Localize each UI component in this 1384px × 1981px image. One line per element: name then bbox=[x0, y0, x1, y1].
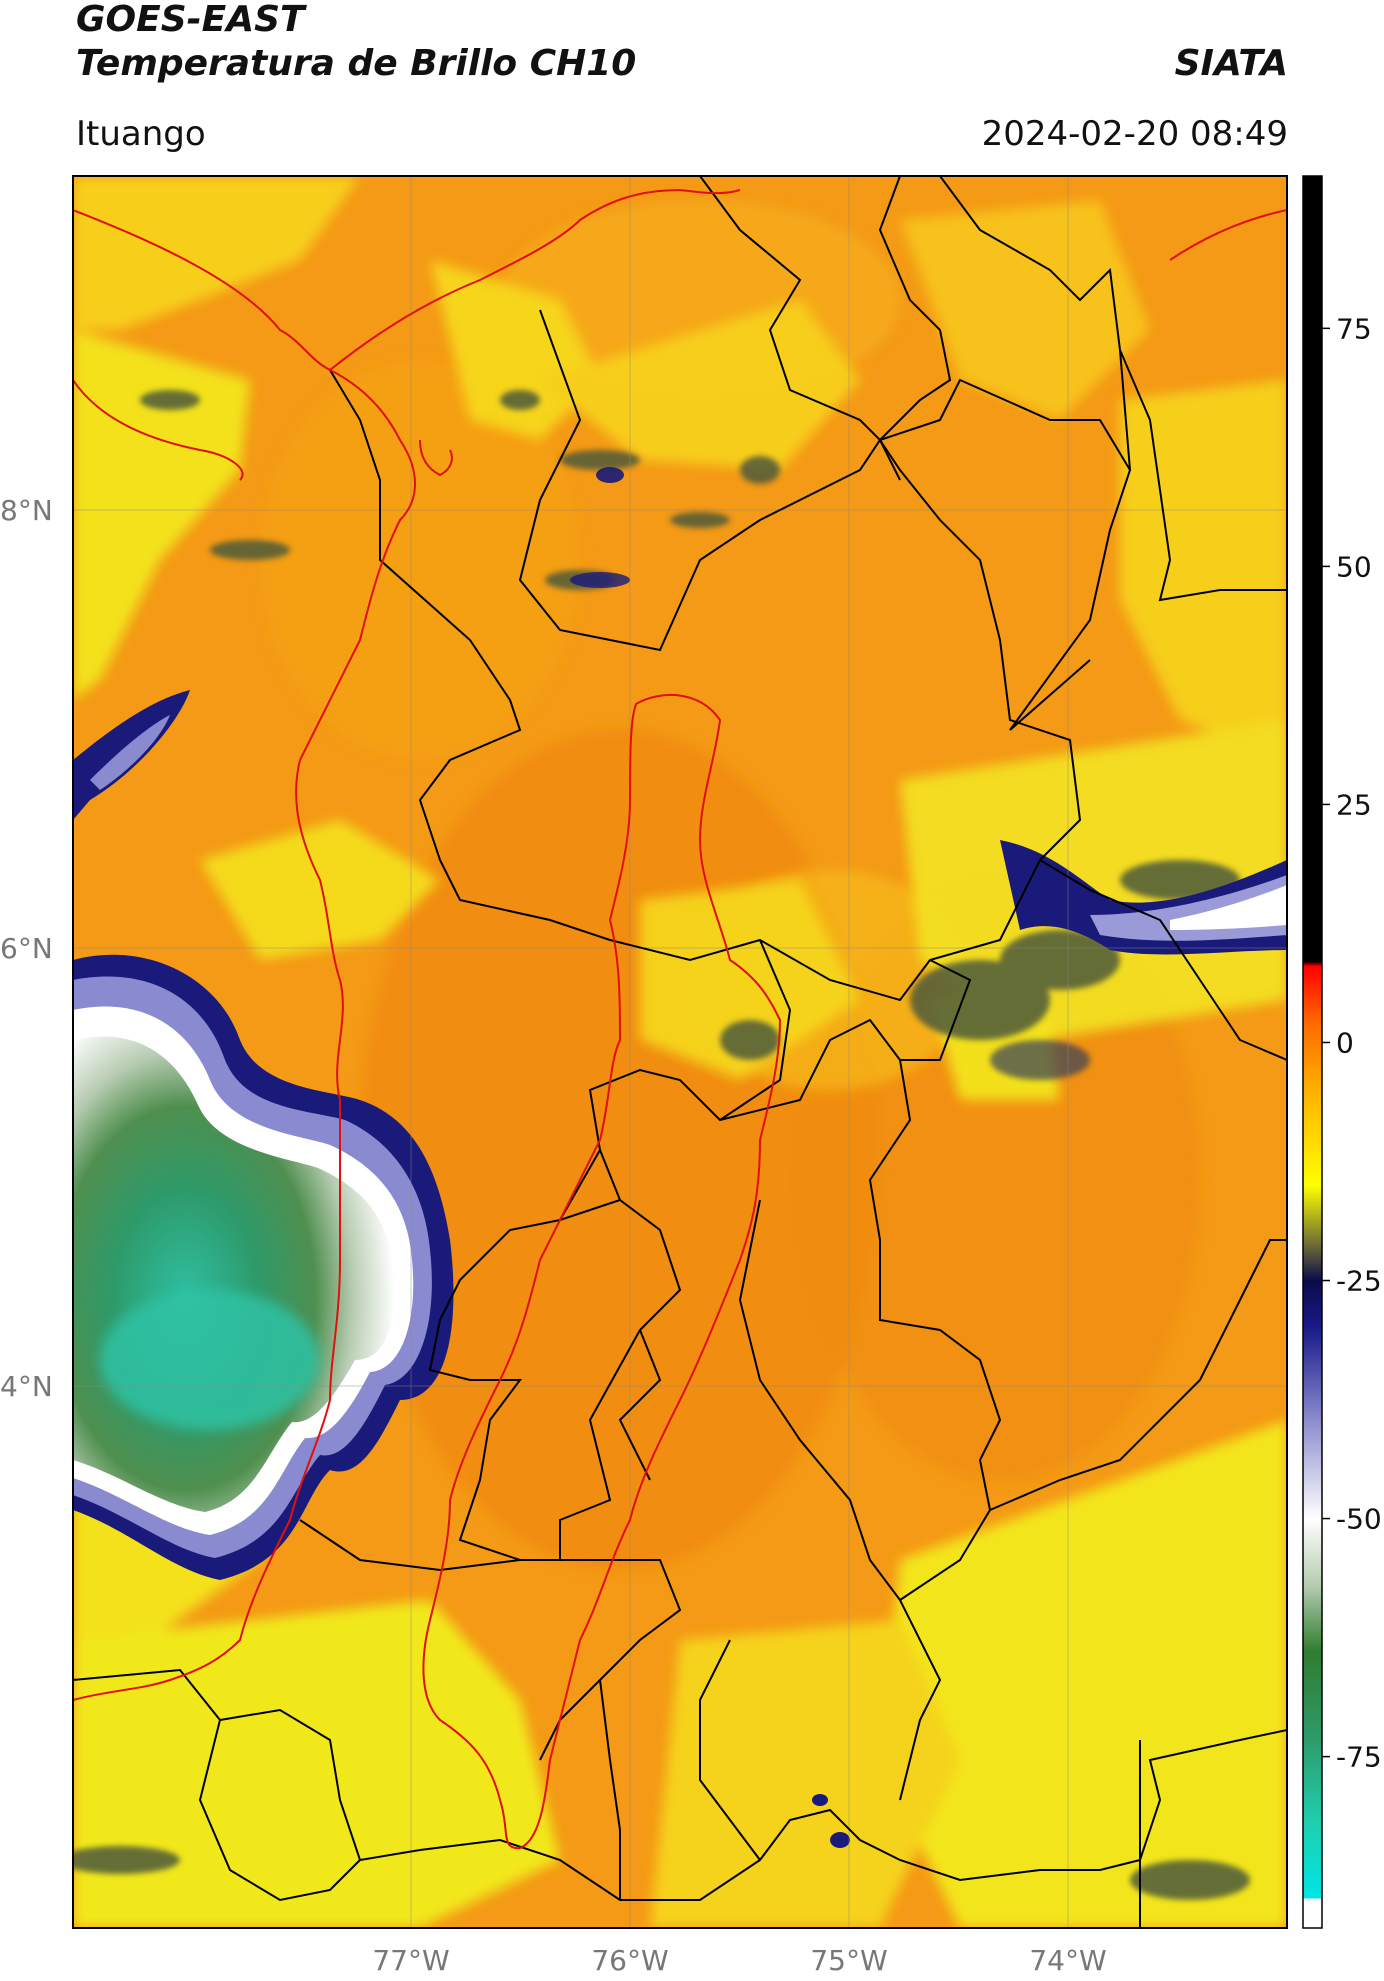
cold-cloud-complex bbox=[73, 954, 454, 1580]
product-title: Temperatura de Brillo CH10 bbox=[76, 43, 637, 84]
datetime-label: 2024-02-20 08:49 bbox=[981, 114, 1288, 154]
latitude-labels: 8°N 6°N 4°N bbox=[0, 494, 53, 1403]
lat-label-4n: 4°N bbox=[0, 1370, 53, 1403]
graticule bbox=[73, 176, 1287, 1928]
colorbar-tick-label: 50 bbox=[1336, 550, 1372, 583]
lat-label-6n: 6°N bbox=[0, 932, 53, 965]
colorbar-frame bbox=[1302, 175, 1323, 1929]
olive-streaks bbox=[73, 390, 1250, 1900]
region-label: Ituango bbox=[76, 114, 206, 154]
map-frame bbox=[72, 175, 1288, 1929]
lon-label-76w: 76°W bbox=[591, 1944, 668, 1977]
lon-label-77w: 77°W bbox=[372, 1944, 449, 1977]
satellite-title: GOES-EAST bbox=[76, 0, 305, 40]
coastline-and-basin bbox=[73, 188, 1287, 1850]
lat-label-8n: 8°N bbox=[0, 494, 53, 527]
colorbar-tick-label: -50 bbox=[1336, 1503, 1382, 1536]
colorbar-tick-label: -25 bbox=[1336, 1265, 1382, 1298]
agency-label: SIATA bbox=[1174, 43, 1288, 84]
colorbar-tick-label: 75 bbox=[1336, 312, 1372, 345]
lon-label-75w: 75°W bbox=[810, 1944, 887, 1977]
longitude-labels: 77°W 76°W 75°W 74°W bbox=[372, 1944, 1106, 1977]
colorbar-tick-label: 0 bbox=[1336, 1026, 1354, 1059]
colorbar: 75 50 25 0 -25 -50 -75 bbox=[1302, 175, 1382, 1929]
colorbar-ticks: 75 50 25 0 -25 -50 -75 bbox=[1322, 312, 1382, 1774]
colorbar-bar bbox=[1303, 176, 1322, 1928]
lon-label-74w: 74°W bbox=[1029, 1944, 1106, 1977]
admin-boundaries bbox=[73, 176, 1287, 1928]
cold-cloud-band bbox=[73, 467, 1287, 1848]
map-field bbox=[73, 176, 1287, 1928]
colorbar-tick-label: 25 bbox=[1336, 788, 1372, 821]
colorbar-tick-label: -75 bbox=[1336, 1741, 1382, 1774]
